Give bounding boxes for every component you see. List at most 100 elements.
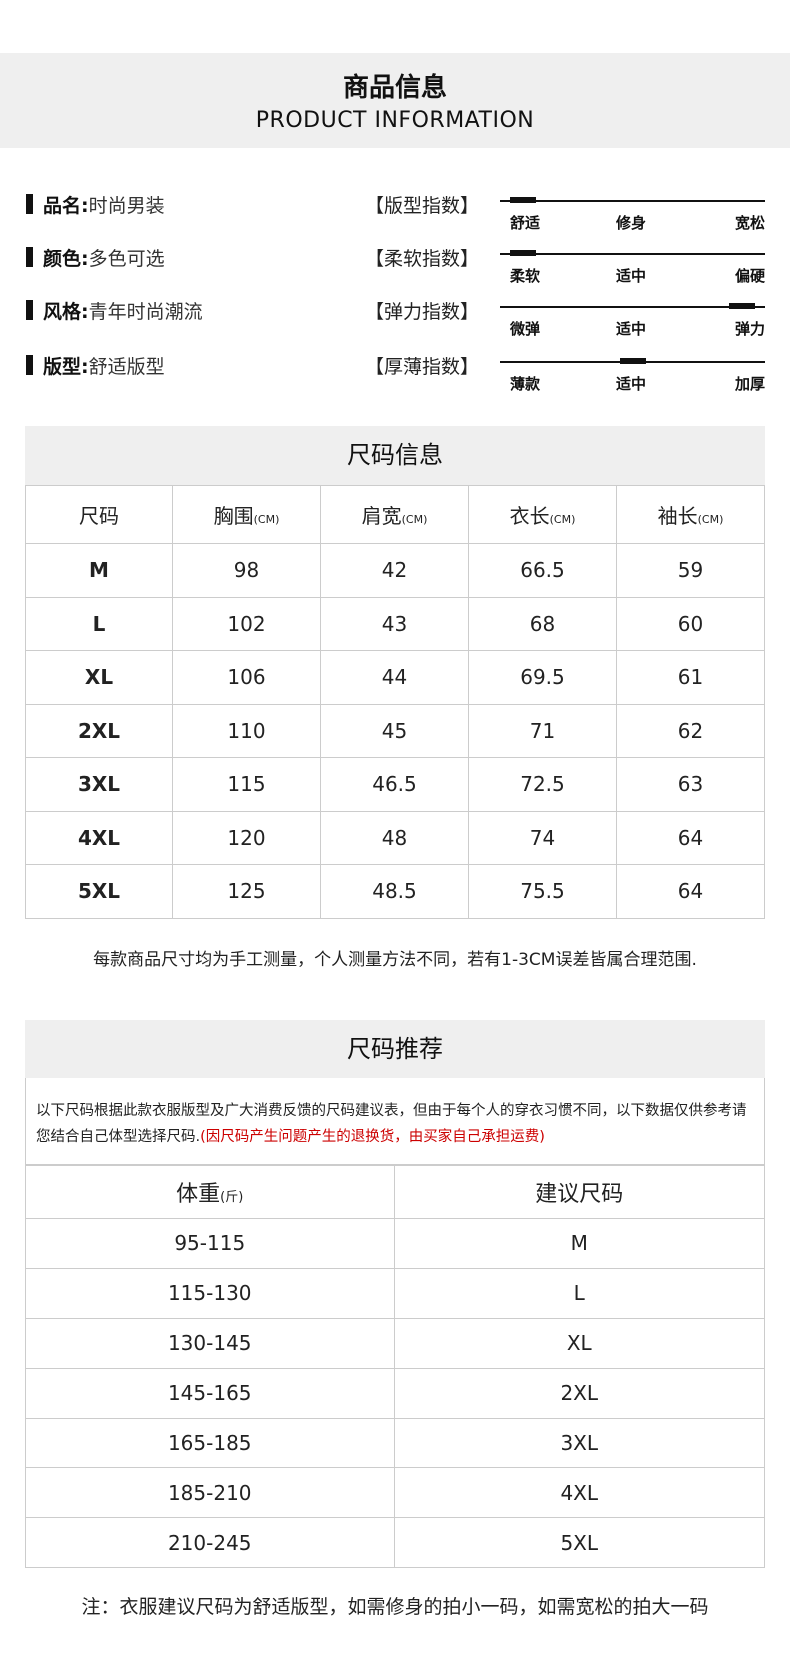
index-scale: 薄款 适中 加厚 (500, 358, 765, 401)
index-label: 【柔软指数】 (365, 248, 480, 270)
table-cell: 75.5 (468, 864, 617, 919)
table-cell: L (25, 596, 173, 651)
info-label: 版型: (43, 355, 89, 378)
table-cell: 74 (468, 810, 617, 865)
table-cell: 5XL (393, 1517, 765, 1569)
info-value: 时尚男装 (88, 194, 165, 217)
desc-text: 以下尺码根据此款衣服版型及广大消费反馈的尺码建议表，但由于每个人的穿衣习惯不同，… (36, 1103, 747, 1145)
table-cell: 110 (172, 703, 321, 758)
table-cell: 61 (616, 650, 765, 705)
table-row: 2XL 110 45 71 62 (25, 703, 765, 758)
size-info-title: 尺码信息 (25, 426, 765, 485)
table-row: L 102 43 68 60 (25, 596, 765, 651)
column-header: 胸围(CM) (172, 485, 321, 544)
scale-high: 偏硬 (734, 267, 765, 285)
info-row: 风格: 青年时尚潮流 (26, 295, 203, 325)
scale-marker (729, 303, 755, 309)
table-cell: 102 (172, 596, 321, 651)
table-cell: 43 (320, 596, 469, 651)
table-row: 130-145 XL (25, 1317, 765, 1369)
info-row: 版型: 舒适版型 (26, 350, 165, 380)
table-cell: 64 (616, 810, 765, 865)
table-cell: 130-145 (25, 1317, 395, 1369)
bullet-bar (26, 194, 33, 214)
title-cn: 商品信息 (342, 73, 447, 103)
table-row: 5XL 125 48.5 75.5 64 (25, 864, 765, 919)
scale-marker (619, 358, 646, 364)
table-cell: 145-165 (25, 1367, 395, 1419)
table-cell: 120 (172, 810, 321, 865)
scale-mid: 修身 (616, 214, 647, 232)
bullet-bar (26, 300, 33, 320)
table-cell: 165-185 (25, 1417, 395, 1469)
table-cell: 106 (172, 650, 321, 705)
table-cell: 64 (616, 864, 765, 919)
table-row: M 98 42 66.5 59 (25, 543, 765, 598)
scale-marker (510, 197, 536, 203)
table-row: 185-210 4XL (25, 1467, 765, 1519)
table-cell: 98 (172, 543, 321, 598)
column-header: 尺码 (25, 485, 173, 544)
title-en: PRODUCT INFORMATION (255, 108, 535, 133)
table-cell: 69.5 (468, 650, 617, 705)
table-cell: 2XL (393, 1367, 765, 1419)
table-cell: 44 (320, 650, 469, 705)
table-row: 3XL 115 46.5 72.5 63 (25, 757, 765, 812)
table-cell: 5XL (25, 864, 173, 919)
scale-high: 宽松 (734, 214, 765, 232)
index-label: 【厚薄指数】 (365, 356, 480, 378)
scale-mid: 适中 (616, 320, 647, 338)
info-label: 颜色: (43, 247, 89, 270)
scale-high: 弹力 (734, 320, 765, 338)
column-header: 衣长(CM) (468, 485, 617, 544)
table-cell: 46.5 (320, 757, 469, 812)
scale-mid: 适中 (616, 375, 647, 393)
scale-line (500, 200, 765, 202)
table-cell: 115 (172, 757, 321, 812)
table-cell: 62 (616, 703, 765, 758)
index-scale: 舒适 修身 宽松 (500, 197, 765, 240)
index-scale: 微弹 适中 弹力 (500, 303, 765, 346)
scale-line (500, 253, 765, 255)
table-cell: 68 (468, 596, 617, 651)
info-row: 品名: 时尚男装 (26, 189, 165, 219)
table-cell: M (393, 1218, 765, 1269)
table-cell: 4XL (25, 810, 173, 865)
table-cell: 60 (616, 596, 765, 651)
table-cell: 4XL (393, 1467, 765, 1519)
table-cell: 72.5 (468, 757, 617, 812)
table-row: 115-130 L (25, 1267, 765, 1319)
table-cell: M (25, 543, 173, 598)
table-row: XL 106 44 69.5 61 (25, 650, 765, 705)
size-rec-desc: 以下尺码根据此款衣服版型及广大消费反馈的尺码建议表，但由于每个人的穿衣习惯不同，… (25, 1078, 765, 1165)
info-value: 多色可选 (88, 247, 165, 270)
table-cell: 2XL (25, 703, 173, 758)
index-label: 【版型指数】 (365, 195, 480, 217)
table-row: 210-245 5XL (25, 1517, 765, 1569)
table-cell: 95-115 (25, 1218, 395, 1269)
header-band: 商品信息 PRODUCT INFORMATION (0, 53, 790, 148)
size-rec-title: 尺码推荐 (25, 1020, 765, 1078)
table-cell: 3XL (25, 757, 173, 812)
column-header: 袖长(CM) (616, 485, 765, 544)
table-cell: 125 (172, 864, 321, 919)
scale-mid: 适中 (616, 267, 647, 285)
table-cell: 45 (320, 703, 469, 758)
footer-note: 注：衣服建议尺码为舒适版型，如需修身的拍小一码，如需宽松的拍大一码 (81, 1596, 709, 1618)
table-cell: 71 (468, 703, 617, 758)
table-cell: XL (25, 650, 173, 705)
scale-low: 柔软 (510, 267, 541, 285)
table-cell: 66.5 (468, 543, 617, 598)
table-cell: 185-210 (25, 1467, 395, 1519)
info-label: 品名: (43, 194, 89, 217)
table-row: 165-185 3XL (25, 1417, 765, 1469)
table-cell: XL (393, 1317, 765, 1369)
table-cell: 48 (320, 810, 469, 865)
table-cell: 63 (616, 757, 765, 812)
scale-low: 舒适 (510, 214, 541, 232)
scale-low: 薄款 (510, 375, 541, 393)
table-cell: 48.5 (320, 864, 469, 919)
table-cell: 210-245 (25, 1517, 395, 1569)
index-scale: 柔软 适中 偏硬 (500, 250, 765, 293)
info-row: 颜色: 多色可选 (26, 242, 165, 272)
